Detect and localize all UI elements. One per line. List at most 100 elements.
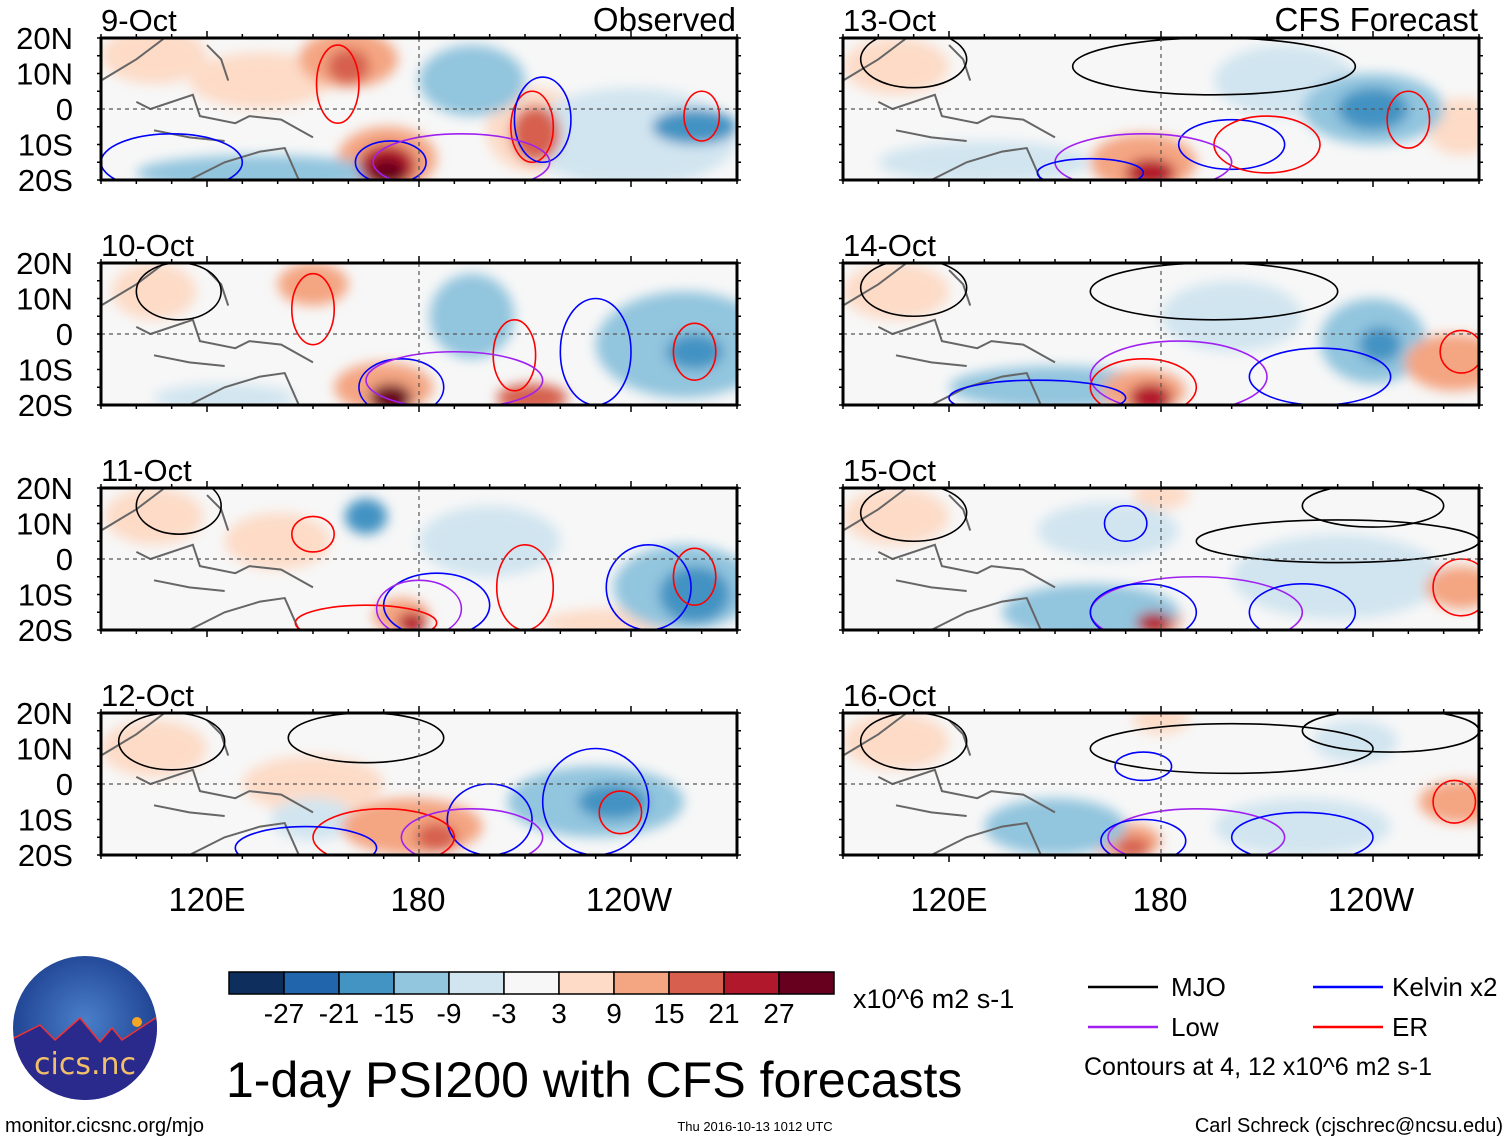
lat-label: 10S: [18, 128, 73, 163]
wave-contour: [1089, 722, 1374, 775]
legend-label-low: Low: [1171, 1012, 1219, 1042]
colorbar-swatch: [393, 971, 450, 995]
colorbar-tick: 21: [708, 998, 739, 1029]
observed-title: Observed: [593, 1, 736, 38]
wave-contour: [672, 322, 717, 381]
lon-axis-right: 120E 180 120W: [910, 881, 1414, 918]
wave-contour: [446, 783, 533, 855]
psi-anomaly-blob: [101, 38, 207, 85]
psi-anomaly-blob: [510, 105, 561, 163]
psi-anomaly-blob: [1129, 383, 1172, 405]
panel-date: 14-Oct: [843, 228, 936, 263]
lon-label: 180: [1132, 881, 1187, 918]
psi-anomaly-blob: [1312, 720, 1398, 763]
psi-anomaly-blob: [1426, 566, 1479, 609]
wave-contour: [365, 350, 544, 405]
colorbar-swatch: [283, 971, 340, 995]
lat-label: 20S: [18, 388, 73, 423]
lat-label: 20S: [18, 613, 73, 648]
wave-contour: [1114, 751, 1173, 782]
wave-contour: [375, 579, 463, 630]
lat-label: 20S: [18, 838, 73, 873]
psi-anomaly-blob: [101, 720, 207, 777]
wave-contour: [1386, 90, 1431, 149]
coastline: [843, 488, 1056, 630]
credit: Carl Schreck (cjschrec@ncsu.edu): [1195, 1115, 1503, 1137]
psi-anomaly-blob: [415, 823, 458, 852]
coastline: [843, 38, 1056, 180]
wave-contour: [1036, 157, 1145, 180]
psi-anomaly-blob: [666, 334, 723, 370]
wave-contour: [859, 263, 968, 318]
wave-contour: [294, 604, 438, 630]
wave-contour: [1089, 583, 1198, 630]
colorbar-tick: 3: [551, 998, 567, 1029]
psi-anomaly-blob: [1037, 502, 1179, 559]
figure-title: 1-day PSI200 with CFS forecasts: [226, 1052, 962, 1108]
lat-label: 10S: [18, 578, 73, 613]
timestamp: Thu 2016-10-13 1012 UTC: [677, 1119, 832, 1134]
panel-date: 16-Oct: [843, 678, 936, 713]
contour-legend: MJO Kelvin x2 Low ER Contours at 4, 12 x…: [1084, 972, 1498, 1081]
wave-contour: [135, 263, 222, 321]
lat-label: 10S: [18, 353, 73, 388]
colorbar-tick: 27: [763, 998, 794, 1029]
psi-anomaly-blob: [578, 784, 649, 820]
wave-contour: [598, 790, 643, 835]
colorbar-tick: -9: [437, 998, 462, 1029]
legend-label-mjo: MJO: [1171, 972, 1226, 1002]
lat-label: 0: [56, 317, 73, 352]
wave-contour: [541, 747, 650, 855]
wave-contour: [948, 379, 1127, 405]
colorbar-tick: -21: [319, 998, 359, 1029]
wave-contour: [1103, 504, 1148, 543]
psi-anomaly-blob: [429, 273, 515, 359]
psi-anomaly-blob: [369, 383, 412, 405]
colorbar-swatch: [448, 971, 505, 995]
map-panel-13-Oct: 13-Oct: [839, 3, 1483, 187]
lat-label: 10N: [16, 282, 73, 317]
coastline: [101, 263, 314, 405]
wave-contour: [117, 713, 226, 771]
colorbar-tick: 15: [653, 998, 684, 1029]
lon-label: 120W: [1328, 881, 1415, 918]
panel-date: 11-Oct: [101, 453, 192, 488]
lat-label: 0: [56, 542, 73, 577]
wave-contour: [1100, 818, 1187, 855]
wave-contour: [1107, 808, 1286, 855]
colorbar-tick: -15: [374, 998, 414, 1029]
psi-anomaly-blob: [344, 498, 388, 535]
lon-label: 120E: [168, 881, 245, 918]
psi-anomaly-blob: [843, 38, 949, 95]
wave-contour: [683, 90, 721, 142]
colorbar-swatch: [778, 971, 835, 995]
lon-label: 120W: [586, 881, 673, 918]
psi-anomaly-blob: [1115, 837, 1151, 855]
wave-contour: [1248, 347, 1392, 405]
legend-label-er: ER: [1392, 1012, 1428, 1042]
psi-anomaly-blob: [419, 45, 525, 117]
coastline: [843, 263, 1056, 405]
psi-anomaly-blob: [843, 488, 949, 545]
psi-anomaly-blob: [1418, 780, 1479, 824]
wave-contour: [358, 358, 445, 405]
wave-contour: [312, 808, 456, 855]
forecast-title: CFS Forecast: [1274, 1, 1478, 38]
wave-contour: [1248, 583, 1357, 630]
lon-label: 120E: [910, 881, 987, 918]
site-url[interactable]: monitor.cicsnc.org/mjo: [5, 1115, 204, 1137]
psi-anomaly-blob: [843, 263, 949, 320]
psi-anomaly-blob: [277, 263, 349, 306]
psi-anomaly-blob: [154, 383, 296, 405]
contours-note: Contours at 4, 12 x10^6 m2 s-1: [1084, 1053, 1432, 1081]
wave-contour: [1432, 779, 1477, 824]
psi-anomaly-blob: [270, 798, 356, 841]
colorbar: -27 -21 -15 -9 -3 3 9 15 21 27: [228, 971, 835, 1029]
psi-anomaly-blob: [984, 798, 1126, 855]
wave-contour: [859, 38, 968, 89]
psi-anomaly-blob: [111, 263, 197, 320]
wave-contour: [135, 488, 222, 535]
lat-label: 20N: [16, 21, 73, 56]
panel-date: 10-Oct: [101, 228, 194, 263]
